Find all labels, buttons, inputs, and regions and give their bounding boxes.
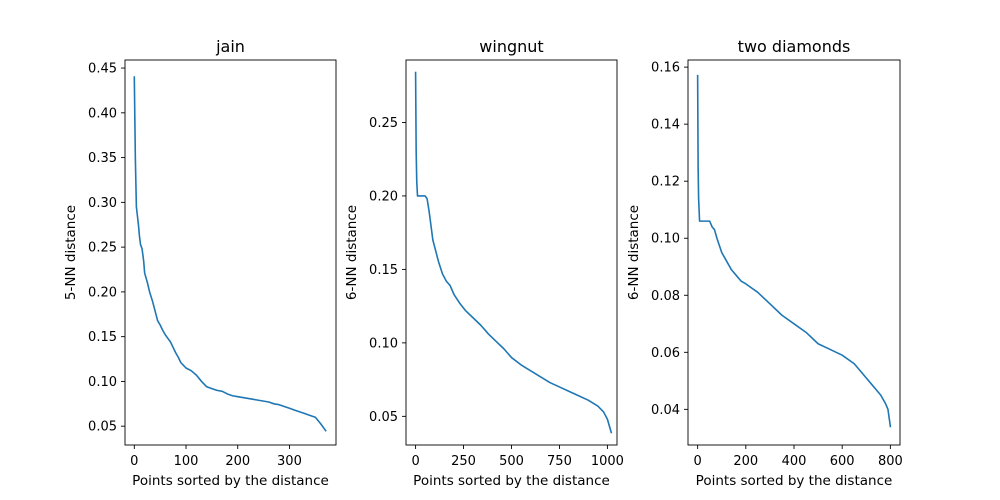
x-tick-label: 250 xyxy=(451,454,476,469)
x-tick-label: 200 xyxy=(733,454,758,469)
chart-title: wingnut xyxy=(479,37,543,56)
y-axis-label: 5-NN distance xyxy=(63,205,79,300)
y-tick-label: 0.06 xyxy=(651,346,680,361)
y-tick-label: 0.15 xyxy=(88,330,117,345)
x-tick-label: 750 xyxy=(547,454,572,469)
axes-frame xyxy=(687,59,901,446)
y-tick-label: 0.25 xyxy=(88,241,117,256)
x-tick-label: 0 xyxy=(411,454,419,469)
y-tick-label: 0.16 xyxy=(651,61,680,76)
y-tick-label: 0.04 xyxy=(651,403,680,418)
x-tick-label: 100 xyxy=(174,454,199,469)
y-axis-label: 6-NN distance xyxy=(626,205,642,300)
y-tick-label: 0.08 xyxy=(651,289,680,304)
x-axis-label: Points sorted by the distance xyxy=(413,473,610,489)
chart-panel-1: 0 100 200 300 0.05 0.10 0.15 0.20 0.25 0.30 0.35 0.… xyxy=(63,37,337,489)
series-line xyxy=(133,76,327,432)
x-tick-label: 500 xyxy=(499,454,524,469)
y-tick-label: 0.20 xyxy=(369,189,398,204)
y-tick-label: 0.30 xyxy=(88,196,117,211)
x-tick-label: 0 xyxy=(693,454,701,469)
y-tick-label: 0.10 xyxy=(88,375,117,390)
series-line xyxy=(696,74,892,428)
y-tick-label: 0.10 xyxy=(369,336,398,351)
y-tick-label: 0.35 xyxy=(88,151,117,166)
chart-panel-3: 0 200 400 600 800 0.04 0.06 0.08 0.10 0.12 0.14 0.1… xyxy=(626,37,903,489)
x-tick-label: 600 xyxy=(830,454,855,469)
x-tick-label: 800 xyxy=(878,454,903,469)
x-tick-label: 400 xyxy=(782,454,807,469)
x-tick-label: 0 xyxy=(130,454,138,469)
y-tick-label: 0.14 xyxy=(651,118,680,133)
x-tick-label: 1000 xyxy=(591,454,624,469)
x-axis-label: Points sorted by the distance xyxy=(696,473,893,489)
y-tick-label: 0.15 xyxy=(369,263,398,278)
y-tick-label: 0.05 xyxy=(88,420,117,435)
x-tick-label: 300 xyxy=(277,454,302,469)
y-tick-label: 0.05 xyxy=(369,410,398,425)
y-tick-label: 0.45 xyxy=(88,62,117,77)
axes-frame xyxy=(124,59,337,446)
y-tick-label: 0.10 xyxy=(651,232,680,247)
chart-panel-2: 0 250 500 750 1000 0.05 0.10 0.15 0.20 0.25 wingnu… xyxy=(344,37,624,489)
x-axis-label: Points sorted by the distance xyxy=(132,473,329,489)
chart-title: jain xyxy=(215,37,245,56)
y-tick-label: 0.25 xyxy=(369,116,398,131)
x-tick-label: 200 xyxy=(225,454,250,469)
y-tick-label: 0.40 xyxy=(88,106,117,121)
series-line xyxy=(414,71,613,434)
y-axis-label: 6-NN distance xyxy=(344,205,360,300)
axes-frame xyxy=(405,59,618,446)
y-tick-label: 0.20 xyxy=(88,285,117,300)
chart-title: two diamonds xyxy=(738,37,851,56)
y-tick-label: 0.12 xyxy=(651,175,680,190)
